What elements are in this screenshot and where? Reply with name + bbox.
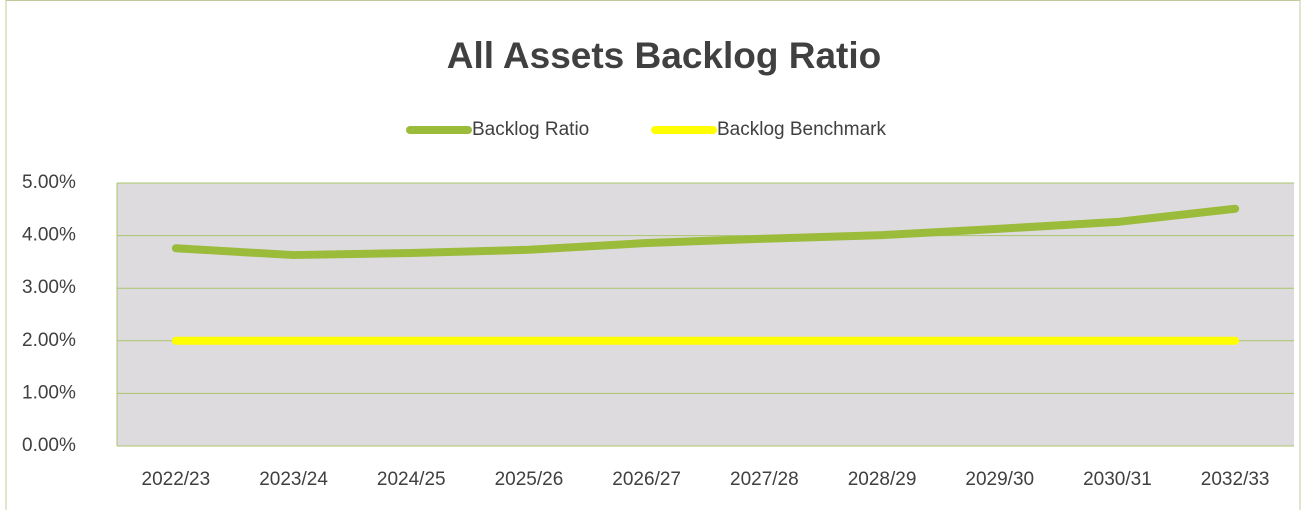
x-tick-label: 2029/30	[965, 469, 1034, 490]
x-tick-label: 2023/24	[259, 469, 328, 490]
series-line	[171, 204, 1240, 260]
chart-title: All Assets Backlog Ratio	[447, 35, 882, 76]
legend-label: Backlog Ratio	[472, 119, 589, 140]
x-tick-label: 2026/27	[612, 469, 681, 490]
y-tick-label: 5.00%	[22, 172, 76, 193]
legend-label: Backlog Benchmark	[717, 119, 886, 140]
y-tick-label: 3.00%	[22, 277, 76, 298]
y-tick-label: 4.00%	[22, 225, 76, 246]
y-tick-label: 2.00%	[22, 330, 76, 351]
y-tick-label: 0.00%	[22, 435, 76, 456]
y-tick-label: 1.00%	[22, 382, 76, 403]
x-tick-label: 2027/28	[730, 469, 799, 490]
x-tick-label: 2030/31	[1083, 469, 1152, 490]
x-tick-label: 2024/25	[377, 469, 446, 490]
x-tick-label: 2025/26	[495, 469, 564, 490]
x-tick-label: 2028/29	[848, 469, 917, 490]
x-tick-label: 2032/33	[1201, 469, 1270, 490]
x-tick-label: 2022/23	[142, 469, 211, 490]
